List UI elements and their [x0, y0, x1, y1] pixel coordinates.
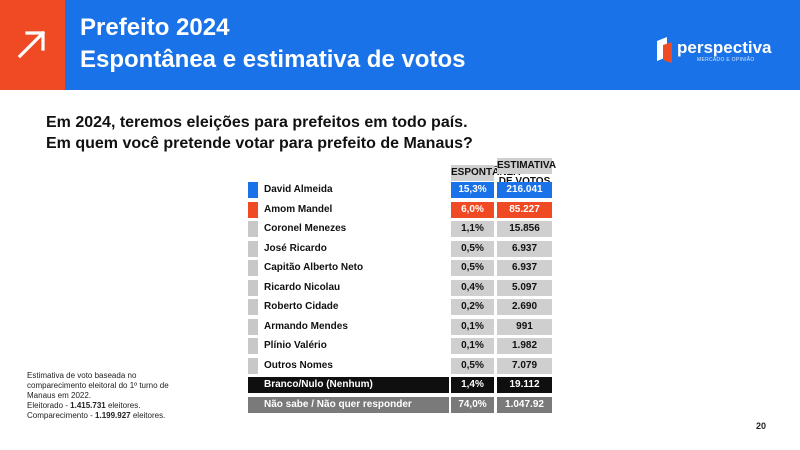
vote-estimate: 6.937 [497, 240, 552, 257]
candidate-name: Ricardo Nicolau [264, 281, 341, 293]
candidate-name: Não sabe / Não quer responder [258, 396, 449, 413]
row-color-marker [248, 279, 258, 296]
footnote-turnout: Comparecimento - 1.199.927 eleitores. [27, 411, 166, 420]
row-color-marker [248, 299, 258, 315]
table-row: Plínio Valério 0,1% 1.982 [248, 337, 552, 357]
header-bar: Prefeito 2024 Espontânea e estimativa de… [0, 0, 800, 90]
arrow-up-right-icon [17, 30, 46, 59]
row-color-marker [248, 377, 258, 393]
spontaneous-percent: 74,0% [451, 396, 494, 413]
table-row: David Almeida 15,3% 216.041 [248, 181, 552, 201]
question-line-1: Em 2024, teremos eleições para prefeitos… [46, 114, 468, 131]
table-row: Branco/Nulo (Nenhum) 1,4% 19.112 [248, 376, 552, 396]
spontaneous-percent: 0,5% [451, 357, 494, 374]
footnote-line-1: Estimativa de voto baseada no [27, 371, 137, 380]
results-table: David Almeida 15,3% 216.041 Amom Mandel 6,0%… [248, 181, 552, 415]
vote-estimate: 991 [497, 318, 552, 335]
spontaneous-percent: 0,1% [451, 318, 494, 335]
table-row: Outros Nomes 0,5% 7.079 [248, 357, 552, 377]
column-header-estimate-line-1: ESTIMATIVA [497, 160, 557, 171]
vote-estimate: 1.047.92 [497, 396, 552, 413]
table-row: Roberto Cidade 0,2% 2.690 [248, 298, 552, 318]
candidate-name: Outros Nomes [264, 359, 333, 371]
table-row: José Ricardo 0,5% 6.937 [248, 240, 552, 260]
row-color-marker [248, 260, 258, 276]
row-color-marker [248, 221, 258, 237]
spontaneous-percent: 0,2% [451, 299, 494, 315]
candidate-name: Amom Mandel [264, 203, 333, 215]
vote-estimate: 7.079 [497, 357, 552, 374]
page-title: Prefeito 2024 [80, 14, 230, 41]
vote-estimate: 216.041 [497, 182, 552, 198]
vote-estimate: 5.097 [497, 279, 552, 296]
candidate-name: José Ricardo [264, 242, 327, 254]
row-color-marker [248, 396, 258, 413]
table-row: Armando Mendes 0,1% 991 [248, 318, 552, 338]
row-color-marker [248, 357, 258, 374]
spontaneous-percent: 1,1% [451, 221, 494, 237]
footnote-line-3: Manaus em 2022. [27, 391, 92, 400]
table-row: Coronel Menezes 1,1% 15.856 [248, 220, 552, 240]
footnote-electorate: Eleitorado - 1.415.731 eleitores. [27, 401, 141, 410]
brand-logo: perspectiva MERCADO E OPINIÃO [655, 36, 775, 64]
vote-estimate: 6.937 [497, 260, 552, 276]
table-row: Não sabe / Não quer responder 74,0% 1.047.… [248, 396, 552, 416]
spontaneous-percent: 6,0% [451, 201, 494, 218]
candidate-name: Branco/Nulo (Nenhum) [258, 377, 449, 393]
footnote: Estimativa de voto baseada no comparecim… [27, 371, 227, 421]
survey-question: Em 2024, teremos eleições para prefeitos… [46, 112, 473, 154]
spontaneous-percent: 0,5% [451, 240, 494, 257]
spontaneous-percent: 0,1% [451, 338, 494, 354]
page-number: 20 [756, 421, 767, 431]
logo-tagline: MERCADO E OPINIÃO [697, 57, 755, 63]
table-row: Amom Mandel 6,0% 85.227 [248, 201, 552, 221]
candidate-name: Plínio Valério [264, 340, 327, 351]
spontaneous-percent: 1,4% [451, 377, 494, 393]
row-color-marker [248, 182, 258, 198]
page-subtitle: Espontânea e estimativa de votos [80, 46, 466, 73]
question-line-2: Em quem você pretende votar para prefeit… [46, 135, 473, 152]
perspectiva-logo-icon [657, 37, 672, 63]
row-color-marker [248, 240, 258, 257]
candidate-name: Coronel Menezes [264, 223, 347, 234]
table-row: Capitão Alberto Neto 0,5% 6.937 [248, 259, 552, 279]
table-row: Ricardo Nicolau 0,4% 5.097 [248, 279, 552, 299]
row-color-marker [248, 338, 258, 354]
candidate-name: Capitão Alberto Neto [264, 262, 364, 273]
row-color-marker [248, 201, 258, 218]
spontaneous-percent: 0,5% [451, 260, 494, 276]
vote-estimate: 1.982 [497, 338, 552, 354]
candidate-name: Roberto Cidade [264, 301, 339, 312]
column-header-spontaneous: ESPONTÂNEA [451, 165, 520, 181]
candidate-name: David Almeida [264, 184, 333, 195]
vote-estimate: 19.112 [497, 377, 552, 393]
header-accent-block [0, 0, 65, 90]
column-header-estimate: ESTIMATIVA DE VOTOS [497, 158, 557, 187]
spontaneous-percent: 15,3% [451, 182, 494, 198]
row-color-marker [248, 318, 258, 335]
spontaneous-percent: 0,4% [451, 279, 494, 296]
column-header-estimate-line-2: DE VOTOS [497, 174, 552, 190]
footnote-line-2: comparecimento eleitoral do 1º turno de [27, 381, 169, 390]
candidate-name: Armando Mendes [264, 320, 348, 332]
vote-estimate: 2.690 [497, 299, 552, 315]
vote-estimate: 85.227 [497, 201, 552, 218]
logo-wordmark: perspectiva [677, 38, 772, 57]
vote-estimate: 15.856 [497, 221, 552, 237]
